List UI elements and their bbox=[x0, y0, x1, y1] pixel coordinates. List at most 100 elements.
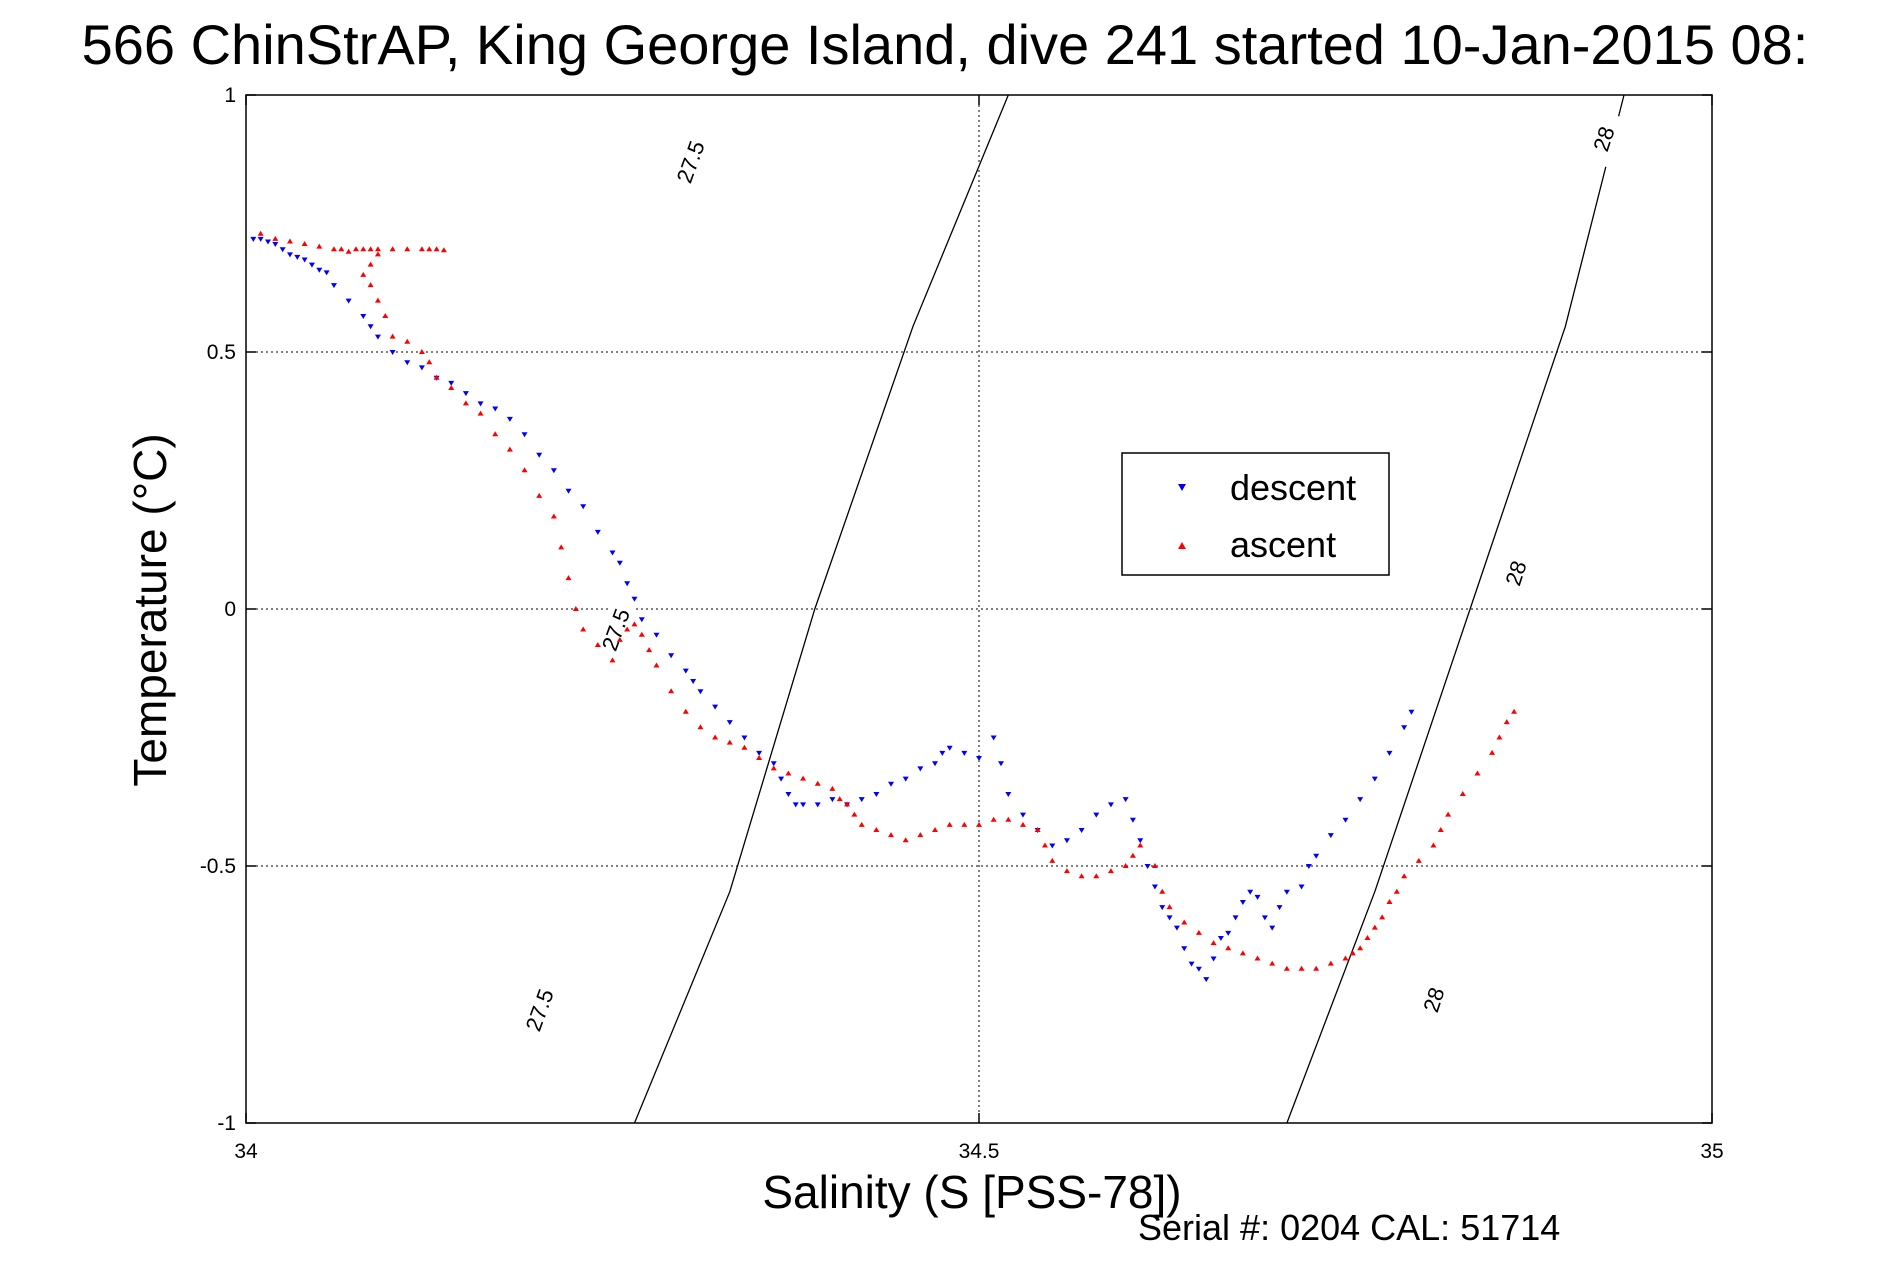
descent-point bbox=[1217, 935, 1224, 941]
descent-point bbox=[778, 776, 785, 782]
ascent-point bbox=[1430, 842, 1437, 848]
ascent-point bbox=[272, 235, 279, 241]
x-axis-label: Salinity (S [PSS-78]) bbox=[762, 1166, 1181, 1218]
descent-point bbox=[932, 761, 939, 767]
ascent-point bbox=[888, 832, 895, 838]
descent-point bbox=[1386, 750, 1393, 756]
contour-label: 27.5 bbox=[672, 138, 710, 187]
descent-point bbox=[272, 242, 279, 248]
ascent-point bbox=[829, 785, 836, 791]
ascent-point bbox=[1298, 965, 1305, 971]
ascent-point bbox=[1283, 965, 1290, 971]
ascent-point bbox=[682, 708, 689, 714]
ascent-point bbox=[668, 688, 675, 694]
ascent-point bbox=[1503, 719, 1510, 725]
y-tick-label: 0 bbox=[224, 598, 236, 621]
ascent-point bbox=[932, 827, 939, 833]
ascent-point bbox=[521, 467, 528, 473]
contour-label-bg bbox=[1584, 110, 1624, 168]
descent-point bbox=[1210, 956, 1217, 962]
descent-point bbox=[418, 365, 425, 371]
ascent-point bbox=[374, 297, 381, 303]
ascent-point bbox=[917, 832, 924, 838]
contour-line bbox=[1286, 94, 1625, 1124]
descent-point bbox=[462, 391, 469, 397]
descent-point bbox=[631, 596, 638, 602]
ascent-point bbox=[961, 821, 968, 827]
ascent-point bbox=[506, 446, 513, 452]
ascent-point bbox=[360, 246, 367, 252]
ascent-point bbox=[697, 724, 704, 730]
ascent-point bbox=[580, 626, 587, 632]
descent-point bbox=[1313, 853, 1320, 859]
ascent-point bbox=[631, 621, 638, 627]
ascent-point bbox=[433, 246, 440, 252]
y-tick-label: -0.5 bbox=[200, 855, 236, 878]
ascent-point bbox=[550, 513, 557, 519]
chart-title: 566 ChinStrAP, King George Island, dive … bbox=[82, 13, 1809, 76]
ascent-point bbox=[1269, 960, 1276, 966]
x-tick-label: 35 bbox=[1700, 1140, 1723, 1163]
ascent-point bbox=[902, 837, 909, 843]
descent-point bbox=[301, 257, 308, 263]
ascent-point bbox=[462, 400, 469, 406]
descent-point bbox=[389, 350, 396, 355]
descent-point bbox=[726, 720, 733, 726]
ascent-point bbox=[345, 248, 352, 254]
ascent-point bbox=[1349, 950, 1356, 956]
descent-point bbox=[492, 406, 499, 412]
ascent-point bbox=[374, 251, 381, 257]
descent-point bbox=[1247, 889, 1254, 895]
descent-point bbox=[1254, 894, 1261, 900]
descent-point bbox=[1371, 776, 1378, 782]
descent-point bbox=[1283, 889, 1290, 895]
ascent-point bbox=[338, 246, 345, 252]
ascent-point bbox=[653, 662, 660, 668]
ascent-point bbox=[1393, 888, 1400, 894]
descent-point bbox=[521, 432, 528, 438]
descent-point bbox=[1151, 884, 1158, 890]
contour-label: 27.5 bbox=[521, 986, 559, 1035]
descent-point bbox=[682, 668, 689, 674]
descent-point bbox=[308, 262, 315, 268]
descent-point bbox=[917, 766, 924, 772]
descent-point bbox=[1261, 915, 1268, 921]
ascent-point bbox=[1210, 940, 1217, 946]
ascent-point bbox=[389, 333, 396, 339]
ascent-point bbox=[367, 261, 374, 267]
ascent-point bbox=[756, 755, 763, 761]
descent-point bbox=[1203, 977, 1210, 983]
ascent-point bbox=[492, 431, 499, 437]
descent-point bbox=[1188, 961, 1195, 967]
series-ascent bbox=[257, 230, 1518, 971]
descent-point bbox=[580, 504, 587, 510]
ascent-point bbox=[1195, 929, 1202, 935]
ascent-point bbox=[624, 626, 631, 632]
ascent-point bbox=[1063, 868, 1070, 874]
descent-point bbox=[565, 488, 572, 494]
legend: descent ascent bbox=[1121, 452, 1390, 576]
ascent-point bbox=[257, 230, 264, 236]
ascent-point bbox=[1005, 816, 1012, 822]
ascent-point bbox=[367, 282, 374, 288]
ascent-point bbox=[360, 271, 367, 277]
descent-point bbox=[1078, 828, 1085, 834]
descent-point bbox=[1093, 812, 1100, 818]
ascent-point bbox=[1437, 827, 1444, 833]
descent-point bbox=[1181, 946, 1188, 952]
descent-point bbox=[756, 750, 763, 756]
ascent-point bbox=[440, 247, 447, 253]
ascent-point bbox=[286, 238, 293, 244]
descent-point bbox=[1144, 864, 1151, 869]
descent-point bbox=[792, 802, 799, 808]
descent-point bbox=[360, 314, 367, 320]
axis-ticks: 34 34.5 35 1 0.5 0 -0.5 -1 bbox=[200, 84, 1724, 1163]
ascent-point bbox=[770, 765, 777, 771]
ascent-point bbox=[1107, 868, 1114, 874]
descent-point bbox=[536, 452, 543, 458]
descent-point bbox=[257, 236, 264, 242]
ascent-point bbox=[1225, 945, 1232, 951]
ascent-point bbox=[367, 246, 374, 252]
ascent-point bbox=[1386, 898, 1393, 904]
descent-point bbox=[961, 750, 968, 756]
